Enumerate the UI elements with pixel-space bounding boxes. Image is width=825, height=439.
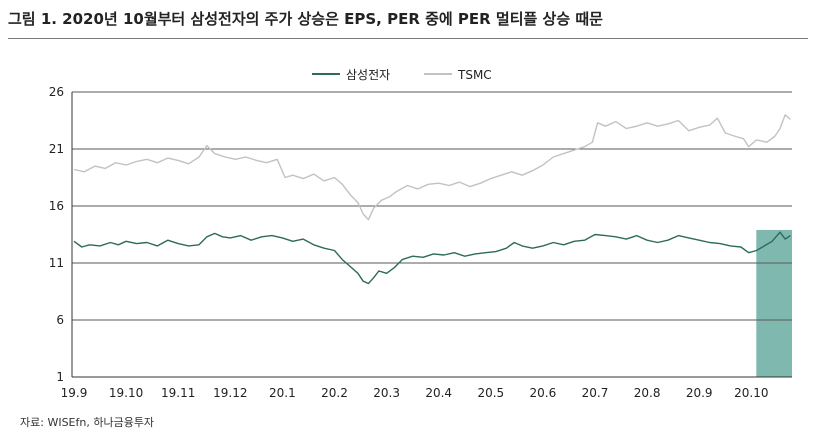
x-tick-label-0: 19.9 [61, 386, 88, 400]
y-tick-label-3: 16 [49, 199, 64, 213]
legend-label-tsmc: TSMC [457, 68, 492, 82]
series-line-samsung [73, 231, 791, 285]
x-tick-label-12: 20.9 [686, 386, 713, 400]
x-tick-label-9: 20.6 [530, 386, 557, 400]
legend: 삼성전자 TSMC [312, 68, 492, 82]
figure-title: 그림 1. 2020년 10월부터 삼성전자의 주가 상승은 EPS, PER … [8, 10, 603, 28]
x-tick-label-11: 20.8 [634, 386, 661, 400]
x-tick-label-5: 20.2 [321, 386, 348, 400]
x-tick-label-8: 20.5 [477, 386, 504, 400]
x-tick-label-3: 19.12 [213, 386, 247, 400]
y-tick-label-0: 1 [56, 370, 64, 384]
source-note: 자료: WISEfn, 하나금융투자 [20, 416, 155, 429]
legend-label-samsung: 삼성전자 [346, 68, 390, 82]
title-divider [8, 38, 808, 39]
y-tick-label-5: 26 [49, 85, 64, 99]
x-tick-label-2: 19.11 [161, 386, 195, 400]
x-tick-label-4: 20.1 [269, 386, 296, 400]
y-tick-label-1: 6 [56, 313, 64, 327]
series-line-tsmc [73, 114, 791, 221]
highlight-region [756, 229, 792, 377]
x-tick-label-6: 20.3 [373, 386, 400, 400]
x-tick-label-10: 20.7 [582, 386, 609, 400]
x-tick-label-7: 20.4 [425, 386, 452, 400]
x-tick-label-13: 20.10 [734, 386, 768, 400]
x-tick-label-1: 19.10 [109, 386, 143, 400]
y-tick-label-2: 11 [49, 256, 64, 270]
y-tick-label-4: 21 [49, 142, 64, 156]
